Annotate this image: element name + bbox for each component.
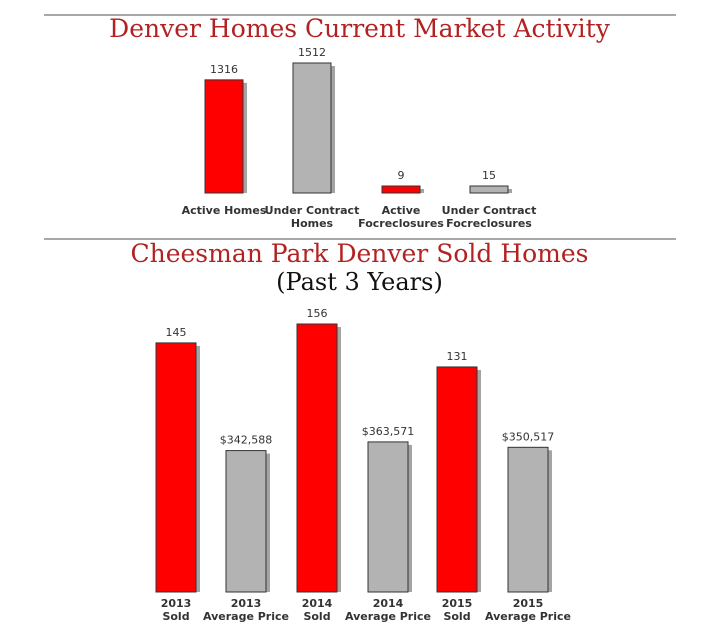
bar [507, 446, 549, 593]
data-label: 9 [398, 169, 405, 182]
data-label: 145 [166, 326, 187, 339]
bar [367, 441, 409, 593]
category-label: 2014 [373, 597, 404, 610]
category-label: 2013 [231, 597, 262, 610]
category-label: Active Homes [182, 204, 267, 217]
data-label: 131 [447, 350, 468, 363]
data-label: 1316 [210, 63, 238, 76]
bar [381, 185, 421, 194]
category-label: 2013 [161, 597, 192, 610]
category-label: Active [382, 204, 421, 217]
data-label: 15 [482, 169, 496, 182]
category-label: Focreclosures [446, 217, 532, 230]
bar [436, 366, 478, 593]
sold-chart-title: Cheesman Park Denver Sold Homes [130, 239, 589, 268]
data-label: 1512 [298, 46, 326, 59]
bar [155, 342, 197, 593]
category-label: Sold [303, 610, 330, 623]
category-label: Average Price [485, 610, 571, 623]
category-label: 2015 [513, 597, 544, 610]
bar [296, 323, 338, 593]
category-label: Under Contract [442, 204, 537, 217]
category-label: Sold [443, 610, 470, 623]
category-label: Focreclosures [358, 217, 444, 230]
bar [204, 79, 244, 194]
bar [292, 62, 332, 194]
middle-divider [44, 238, 676, 240]
category-label: 2015 [442, 597, 473, 610]
top-divider [44, 14, 676, 16]
category-label: 2014 [302, 597, 333, 610]
category-label: Sold [162, 610, 189, 623]
category-label: Average Price [345, 610, 431, 623]
sold-chart-subtitle: (Past 3 Years) [276, 268, 443, 296]
bar [469, 185, 509, 194]
data-label: $350,517 [502, 430, 555, 443]
data-label: 156 [307, 307, 328, 320]
bar [225, 450, 267, 593]
category-label: Homes [291, 217, 334, 230]
market-chart-title: Denver Homes Current Market Activity [109, 14, 610, 43]
category-label: Average Price [203, 610, 289, 623]
data-label: $363,571 [362, 425, 415, 438]
category-label: Under Contract [265, 204, 360, 217]
data-label: $342,588 [220, 434, 273, 447]
